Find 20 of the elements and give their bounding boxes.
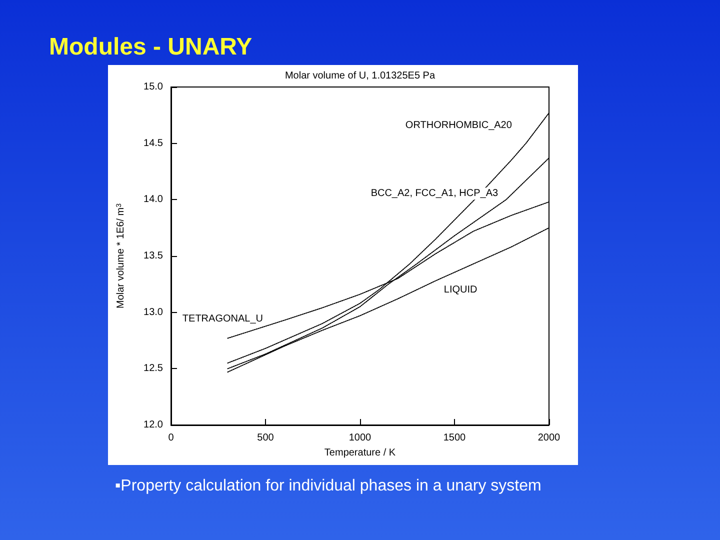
x-tick-label: 1000 [348,432,372,444]
series-label: BCC_A2, FCC_A1, HCP_A3 [370,188,499,200]
chart-subtitle: Molar volume of U, 1.01325E5 Pa [284,70,436,82]
y-tick-label: 13.0 [144,306,164,318]
text: ▪Property calculation for individual phases in a unary system [115,478,542,494]
x-tick-label: 2000 [538,432,561,444]
x-axis-title: Temperature / K [324,447,396,458]
chart-title: Modules - UNARY [49,34,252,60]
x-tick-label: 1500 [443,432,466,444]
series-label: TETRAGONAL_U [182,314,263,325]
y-tick-label: 15.0 [144,82,164,92]
x-tick-label: 500 [257,432,274,444]
y-tick-label: 12.0 [144,420,164,430]
y-tick-label: 13.5 [144,250,164,262]
y-tick-label: 12.5 [144,363,164,374]
y-tick-label: 14.5 [144,138,164,149]
x-tick-label: 0 [168,432,174,444]
series-label: ORTHORHOMBIC_A20 [405,120,512,131]
y-tick-label: 14.0 [144,194,164,206]
series-label: LIQUID [444,284,478,296]
